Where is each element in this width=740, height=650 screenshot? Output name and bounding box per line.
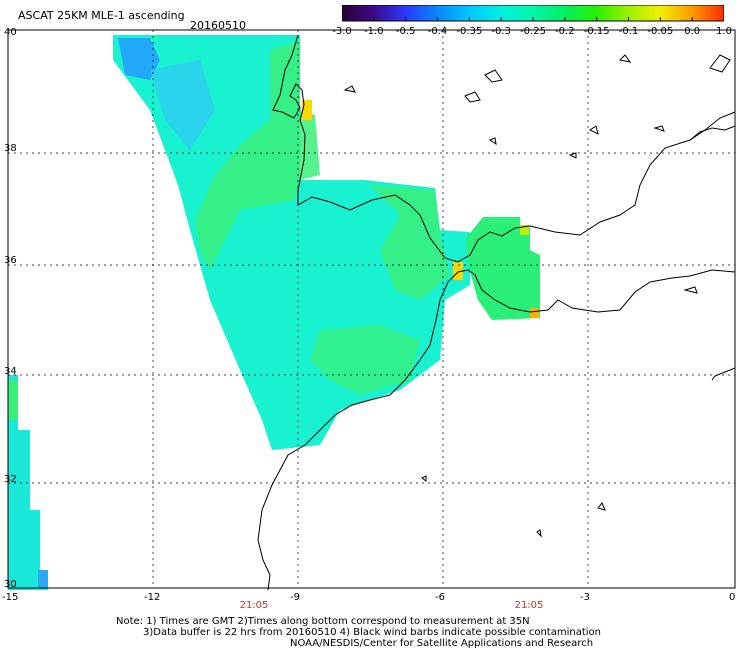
y-tick-label: 36 xyxy=(4,255,17,266)
colorbar-tick-label: -1.0 xyxy=(364,26,384,37)
colorbar-tick-label: -0.15 xyxy=(583,26,610,37)
swath-blue-patch xyxy=(118,38,160,80)
x-tick-label: -9 xyxy=(290,592,300,603)
colorbar-tick-label: -0.2 xyxy=(555,26,575,37)
island-7 xyxy=(488,137,497,146)
swath-yellow-pixel xyxy=(302,100,312,120)
x-tick-label: -15 xyxy=(2,592,19,603)
note-line-2: 3)Data buffer is 22 hrs from 20160510 4)… xyxy=(143,627,601,638)
island-12 xyxy=(421,475,427,482)
swath-alboran-yellow-pixel xyxy=(520,225,529,235)
pass-time-label: 21:05 xyxy=(514,600,544,611)
x-tick-label: -6 xyxy=(435,592,445,603)
x-tick-label: -12 xyxy=(144,592,161,603)
colorbar-tick-label: 1.0 xyxy=(716,26,732,37)
island-6 xyxy=(589,125,599,135)
coastlines xyxy=(257,34,736,591)
islands xyxy=(343,54,731,538)
product-date: 20160510 xyxy=(190,19,246,32)
coast-north-africa-east xyxy=(711,367,736,381)
island-13 xyxy=(683,286,698,294)
island-8 xyxy=(568,152,577,159)
swath-green-region-north xyxy=(195,40,320,270)
swath-main xyxy=(113,35,470,450)
product-title: ASCAT 25KM MLE-1 ascending xyxy=(18,9,185,22)
colorbar xyxy=(342,5,724,22)
colorbar-tick-label: -0.05 xyxy=(647,26,674,37)
island-2 xyxy=(464,91,481,103)
colorbar-tick-label: -0.3 xyxy=(491,26,511,37)
island-4 xyxy=(618,54,632,63)
colorbar-tick-label: -0.5 xyxy=(395,26,416,37)
swath-light-patch xyxy=(150,60,215,150)
grid xyxy=(8,30,735,588)
coast-iberia-west xyxy=(272,34,531,263)
island-3 xyxy=(343,85,356,93)
swath-left-strip-blue xyxy=(38,570,48,588)
swath-alboran xyxy=(466,217,540,320)
swath-left-strip-shape xyxy=(8,375,48,590)
colorbar-tick-label: -3.0 xyxy=(332,26,352,37)
y-tick-label: 30 xyxy=(4,579,17,590)
y-tick-label: 40 xyxy=(4,27,17,38)
island-1 xyxy=(484,69,503,83)
island-11 xyxy=(536,529,542,538)
note-line-3: NOAA/NESDIS/Center for Satellite Applica… xyxy=(290,638,594,649)
swath-green-region-south xyxy=(310,325,420,395)
island-10 xyxy=(597,502,606,511)
colorbar-tick-label: 0.0 xyxy=(684,26,701,37)
swath-left-strip xyxy=(8,375,48,590)
coast-spain-inland xyxy=(689,125,736,141)
island-9 xyxy=(709,54,731,73)
colorbar-tick-label: -0.35 xyxy=(456,26,483,37)
colorbar-tick-label: -0.4 xyxy=(427,26,448,37)
note-line-1: Note: 1) Times are GMT 2)Times along bot… xyxy=(116,616,530,627)
swath-left-strip-green xyxy=(8,380,18,420)
y-tick-label: 34 xyxy=(4,366,17,377)
colorbar-tick-label: -0.1 xyxy=(618,26,639,37)
plot-frame xyxy=(7,29,736,589)
swath-alboran-orange-pixel xyxy=(530,308,539,318)
coast-morocco-north xyxy=(257,269,736,591)
y-tick-label: 38 xyxy=(4,143,17,154)
colorbar-tick-label: -0.25 xyxy=(520,26,546,37)
swath-green-region-east xyxy=(370,185,450,300)
pass-time-label: 21:05 xyxy=(239,600,269,611)
island-5 xyxy=(653,125,665,132)
x-tick-label: 0 xyxy=(729,592,736,603)
swath-alboran-shape xyxy=(466,217,540,320)
x-tick-label: -3 xyxy=(580,592,590,603)
y-tick-label: 32 xyxy=(4,474,17,485)
swath-yellow-pixel-2 xyxy=(453,262,463,280)
